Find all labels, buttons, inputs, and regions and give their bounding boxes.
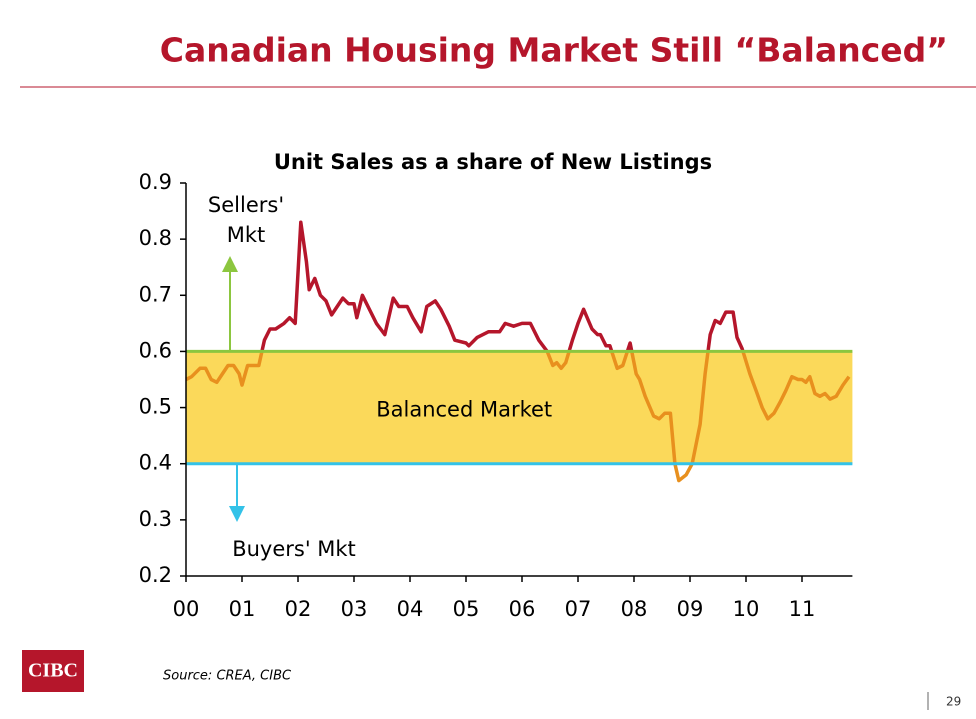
slide-title: Canadian Housing Market Still “Balanced”: [160, 31, 948, 70]
x-tick-label: 11: [789, 597, 816, 621]
y-tick-label: 0.5: [139, 395, 172, 419]
y-tick-label: 0.2: [139, 563, 172, 587]
x-tick-label: 03: [341, 597, 368, 621]
x-tick-label: 10: [733, 597, 760, 621]
page-number: 29: [946, 695, 961, 709]
data-line: [185, 220, 851, 483]
y-tick-label: 0.4: [139, 451, 172, 475]
x-tick-label: 02: [285, 597, 312, 621]
x-tick-label: 06: [509, 597, 536, 621]
band-label: Balanced Market: [376, 398, 552, 422]
buyers-label: Buyers' Mkt: [232, 537, 356, 561]
balanced-band: [186, 351, 853, 464]
y-tick-label: 0.9: [139, 170, 172, 194]
logo-box: [22, 650, 84, 692]
y-tick-label: 0.3: [139, 507, 172, 531]
x-tick-label: 04: [397, 597, 424, 621]
sellers-label: Sellers': [208, 193, 284, 217]
x-tick-label: 08: [621, 597, 648, 621]
y-tick-label: 0.7: [139, 282, 172, 306]
y-tick-label: 0.8: [139, 226, 172, 250]
x-tick-label: 07: [565, 597, 592, 621]
sellers-label: Mkt: [227, 223, 266, 247]
source: Source: CREA, CIBC: [163, 669, 292, 684]
x-tick-label: 05: [453, 597, 480, 621]
y-tick-label: 0.6: [139, 338, 172, 362]
x-tick-label: 09: [677, 597, 704, 621]
x-tick-label: 01: [229, 597, 256, 621]
x-tick-label: 00: [173, 597, 200, 621]
plot: Balanced Market Sellers' Mkt Buyers' Mkt 0.2…: [139, 170, 853, 621]
logo: CIBC: [28, 660, 78, 682]
chart-title: Unit Sales as a share of New Listings: [274, 150, 712, 174]
